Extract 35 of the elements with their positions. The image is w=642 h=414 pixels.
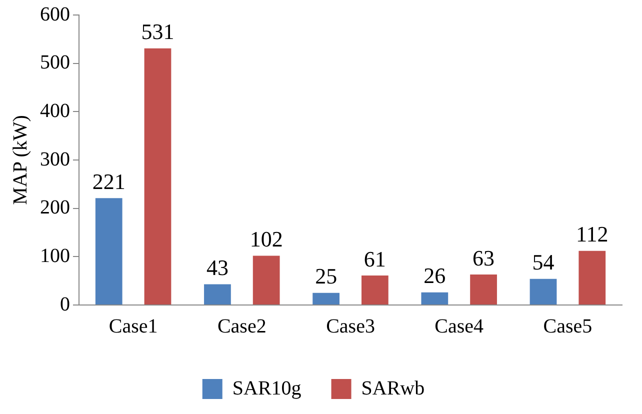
data-label: 221 xyxy=(92,168,126,194)
bar xyxy=(470,274,497,304)
bar xyxy=(204,284,231,304)
y-tick-label: 0 xyxy=(60,293,70,316)
x-tick-label: Case5 xyxy=(543,315,592,338)
x-tick-label: Case2 xyxy=(217,315,266,338)
x-tick-label: Case1 xyxy=(108,315,158,338)
y-tick-label: 600 xyxy=(40,3,70,26)
y-tick-label: 200 xyxy=(40,196,70,219)
y-tick-label: 500 xyxy=(40,52,70,74)
y-tick-label: 300 xyxy=(40,148,70,170)
y-tick-label: 400 xyxy=(40,100,70,122)
data-label: 531 xyxy=(141,19,174,44)
x-tick-label: Case3 xyxy=(326,315,375,338)
legend-label: SARwb xyxy=(361,377,425,400)
bar xyxy=(144,48,172,304)
y-tick-label: 100 xyxy=(40,244,70,267)
legend-label: SAR10g xyxy=(232,377,302,400)
data-label: 61 xyxy=(364,246,386,272)
bar xyxy=(421,292,448,304)
data-label: 63 xyxy=(472,245,495,270)
data-label: 26 xyxy=(424,263,446,288)
y-axis-title: MAP (kW) xyxy=(9,115,32,205)
data-label: 25 xyxy=(315,264,338,289)
bar xyxy=(252,256,280,304)
data-label: 112 xyxy=(576,222,608,247)
x-tick-label: Case4 xyxy=(434,315,484,338)
bar xyxy=(361,276,388,304)
bar xyxy=(95,198,122,304)
data-label: 54 xyxy=(532,250,554,275)
bar xyxy=(530,278,557,304)
data-label: 43 xyxy=(206,255,228,280)
bar xyxy=(312,292,340,304)
bar xyxy=(578,250,606,304)
data-label: 102 xyxy=(250,226,283,252)
